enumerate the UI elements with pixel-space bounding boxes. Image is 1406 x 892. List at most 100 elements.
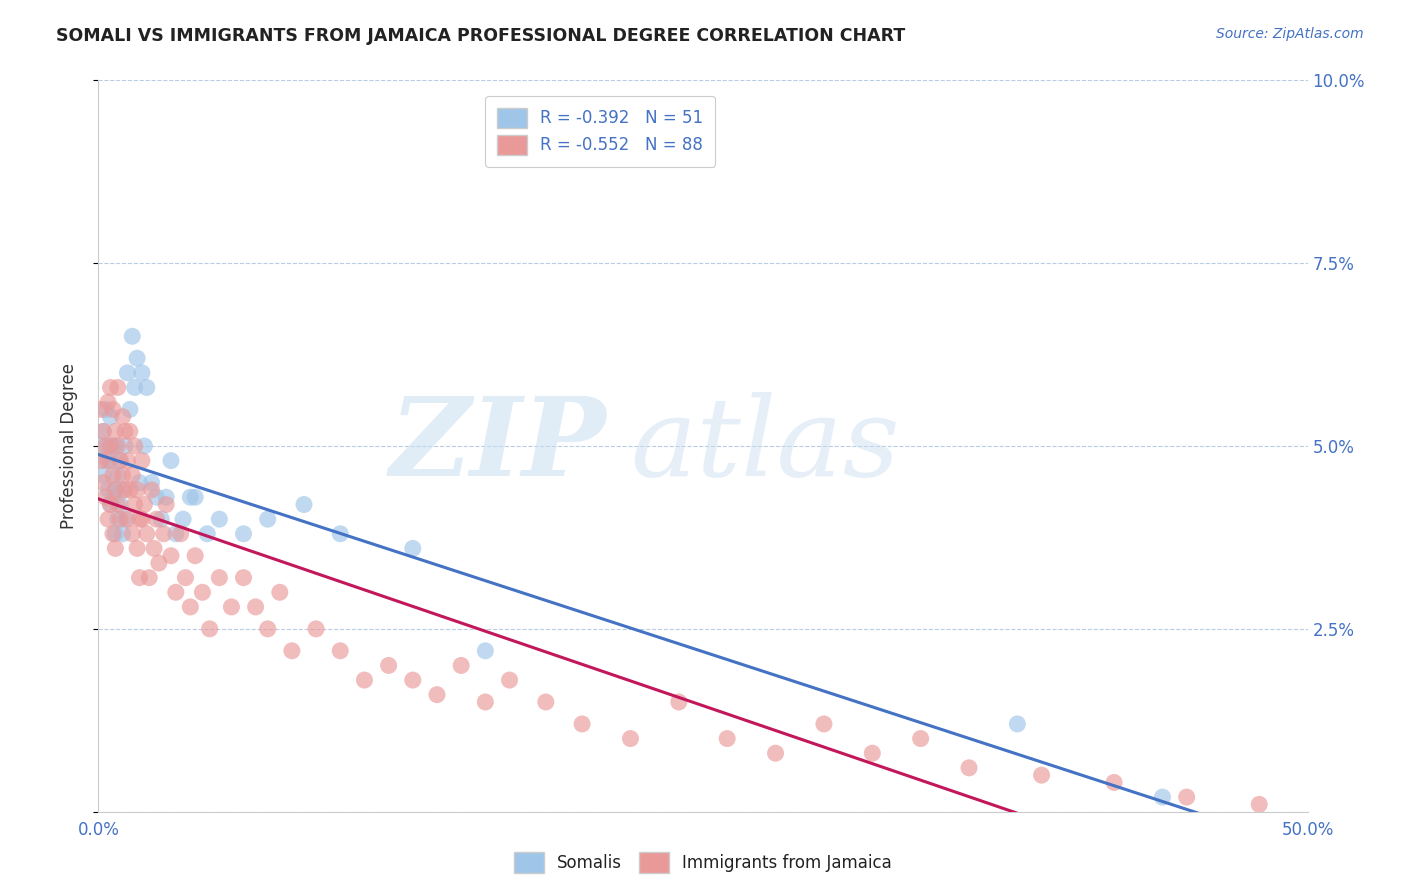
Point — [97, 395, 120, 409]
Point — [91, 425, 114, 439]
Point — [221, 599, 243, 614]
Point — [145, 490, 167, 504]
Point — [114, 439, 136, 453]
Point — [498, 673, 520, 687]
Point — [131, 366, 153, 380]
Point — [131, 453, 153, 467]
Point — [104, 425, 127, 439]
Text: atlas: atlas — [630, 392, 900, 500]
Point — [135, 380, 157, 394]
Point — [100, 453, 122, 467]
Point — [1007, 717, 1029, 731]
Point — [165, 585, 187, 599]
Point — [134, 498, 156, 512]
Point — [145, 512, 167, 526]
Point — [94, 439, 117, 453]
Point — [765, 746, 787, 760]
Point — [107, 439, 129, 453]
Legend: R = -0.392   N = 51, R = -0.552   N = 88: R = -0.392 N = 51, R = -0.552 N = 88 — [485, 96, 716, 167]
Point — [117, 366, 139, 380]
Point — [155, 490, 177, 504]
Point — [104, 483, 127, 497]
Point — [534, 695, 557, 709]
Point — [97, 453, 120, 467]
Point — [101, 526, 124, 541]
Point — [619, 731, 641, 746]
Point — [256, 512, 278, 526]
Point — [117, 512, 139, 526]
Point — [179, 490, 201, 504]
Point — [91, 475, 114, 490]
Point — [269, 585, 291, 599]
Point — [198, 622, 221, 636]
Point — [141, 483, 163, 497]
Point — [117, 453, 139, 467]
Point — [124, 439, 146, 453]
Point — [305, 622, 328, 636]
Point — [108, 512, 131, 526]
Text: SOMALI VS IMMIGRANTS FROM JAMAICA PROFESSIONAL DEGREE CORRELATION CHART: SOMALI VS IMMIGRANTS FROM JAMAICA PROFES… — [56, 27, 905, 45]
Point — [100, 409, 122, 424]
Point — [90, 453, 112, 467]
Point — [108, 453, 131, 467]
Point — [104, 541, 127, 556]
Point — [169, 526, 191, 541]
Point — [957, 761, 980, 775]
Point — [91, 468, 114, 483]
Point — [111, 483, 134, 497]
Point — [353, 673, 375, 687]
Point — [124, 498, 146, 512]
Point — [184, 549, 207, 563]
Text: ZIP: ZIP — [389, 392, 606, 500]
Point — [97, 483, 120, 497]
Point — [1249, 797, 1271, 812]
Point — [1102, 775, 1125, 789]
Point — [97, 512, 120, 526]
Point — [104, 483, 127, 497]
Point — [571, 717, 593, 731]
Point — [107, 498, 129, 512]
Point — [128, 475, 150, 490]
Point — [127, 483, 149, 497]
Point — [474, 644, 496, 658]
Point — [101, 490, 124, 504]
Point — [100, 498, 122, 512]
Point — [256, 622, 278, 636]
Point — [1175, 790, 1198, 805]
Point — [107, 468, 129, 483]
Legend: Somalis, Immigrants from Jamaica: Somalis, Immigrants from Jamaica — [508, 846, 898, 880]
Point — [114, 512, 136, 526]
Point — [91, 425, 114, 439]
Point — [179, 599, 201, 614]
Point — [172, 512, 194, 526]
Point — [127, 541, 149, 556]
Point — [208, 571, 231, 585]
Point — [292, 498, 315, 512]
Point — [1152, 790, 1174, 805]
Point — [107, 380, 129, 394]
Text: Source: ZipAtlas.com: Source: ZipAtlas.com — [1216, 27, 1364, 41]
Point — [94, 490, 117, 504]
Point — [114, 425, 136, 439]
Point — [245, 599, 267, 614]
Point — [141, 475, 163, 490]
Point — [134, 439, 156, 453]
Point — [94, 453, 117, 467]
Point — [377, 658, 399, 673]
Point — [232, 526, 254, 541]
Point — [100, 380, 122, 394]
Point — [118, 483, 141, 497]
Point — [148, 556, 170, 570]
Point — [124, 380, 146, 394]
Point — [195, 526, 218, 541]
Point — [191, 585, 214, 599]
Point — [131, 512, 153, 526]
Point — [104, 526, 127, 541]
Point — [111, 468, 134, 483]
Point — [813, 717, 835, 731]
Point — [155, 498, 177, 512]
Point — [90, 439, 112, 453]
Point — [860, 746, 883, 760]
Point — [208, 512, 231, 526]
Point — [128, 571, 150, 585]
